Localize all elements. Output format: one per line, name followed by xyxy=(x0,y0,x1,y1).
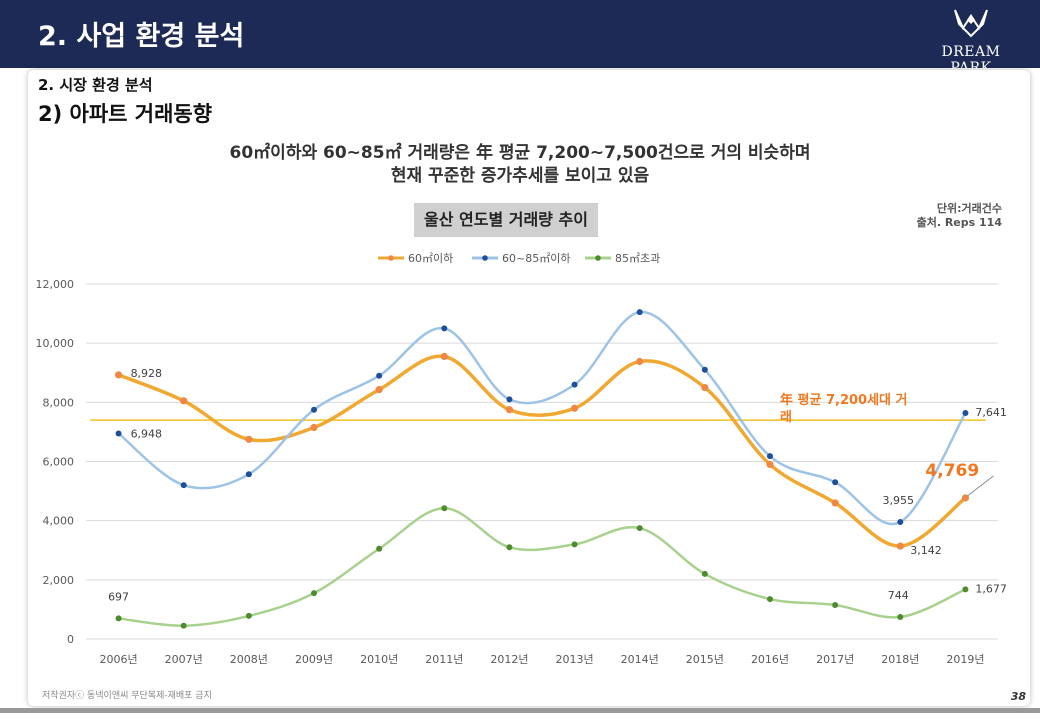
legend-marker xyxy=(595,255,601,261)
data-label: 3,142 xyxy=(910,544,942,557)
data-point xyxy=(245,471,252,478)
reference-line-label: 래 xyxy=(780,410,792,425)
data-point xyxy=(506,544,513,551)
data-point xyxy=(114,371,123,379)
x-tick-label: 2019년 xyxy=(946,653,984,666)
data-point xyxy=(767,596,773,603)
y-tick-label: 2,000 xyxy=(43,574,75,587)
data-point xyxy=(896,542,904,550)
data-point xyxy=(831,499,839,507)
data-label: 744 xyxy=(888,589,909,602)
data-point xyxy=(897,613,904,620)
data-point xyxy=(701,366,708,373)
data-point xyxy=(441,505,448,512)
unit-label: 단위:거래건수 xyxy=(936,202,1002,215)
data-point xyxy=(962,409,969,416)
x-tick-label: 2012년 xyxy=(490,653,528,666)
data-point xyxy=(636,525,643,532)
data-point xyxy=(115,615,122,622)
data-point xyxy=(636,309,643,316)
x-tick-label: 2007년 xyxy=(165,653,203,666)
y-tick-label: 10,000 xyxy=(36,337,75,350)
x-tick-label: 2014년 xyxy=(621,653,659,666)
data-point xyxy=(571,541,578,548)
data-point xyxy=(701,570,708,577)
page-title: 2. 사업 환경 분석 xyxy=(38,21,245,52)
x-tick-label: 2017년 xyxy=(816,653,854,666)
data-label: 697 xyxy=(108,590,129,603)
data-point xyxy=(245,435,253,443)
x-tick-label: 2016년 xyxy=(751,653,789,666)
data-point xyxy=(441,325,448,332)
x-tick-label: 2009년 xyxy=(295,653,333,666)
data-point xyxy=(311,590,317,597)
x-tick-label: 2011년 xyxy=(425,653,463,666)
data-label: 6,948 xyxy=(131,427,163,440)
summary-line-1: 60㎡이하와 60~85㎡ 거래량은 年 평균 7,200~7,500건으로 거… xyxy=(229,143,811,163)
y-tick-label: 4,000 xyxy=(43,515,75,528)
x-tick-label: 2015년 xyxy=(686,653,724,666)
data-point xyxy=(375,386,383,394)
series-line xyxy=(117,506,967,627)
data-point xyxy=(310,423,318,432)
section-title: 2) 아파트 거래동향 xyxy=(38,102,213,126)
data-point xyxy=(376,372,383,379)
series-line xyxy=(116,354,968,548)
data-point xyxy=(505,406,514,414)
data-point xyxy=(180,622,187,629)
data-label: 3,955 xyxy=(883,494,915,507)
data-point xyxy=(311,406,317,413)
x-tick-label: 2008년 xyxy=(230,653,268,666)
data-point xyxy=(570,404,579,412)
bottom-bar xyxy=(0,708,1040,713)
data-point xyxy=(376,545,383,552)
legend-label: 60㎡이하 xyxy=(408,251,453,265)
source-label: 출처. Reps 114 xyxy=(916,216,1002,229)
data-point xyxy=(180,397,188,405)
data-point xyxy=(115,430,122,437)
data-point xyxy=(962,586,969,593)
data-point xyxy=(180,482,187,489)
data-label: 7,641 xyxy=(975,406,1007,419)
copyright-note: 저작권자ⓒ 동넥이앤씨 무단복제-재배포 금지 xyxy=(42,691,212,701)
data-point xyxy=(832,479,839,486)
data-point xyxy=(897,518,904,525)
x-tick-label: 2010년 xyxy=(360,653,398,666)
legend-label: 85㎡초과 xyxy=(615,252,660,265)
content-card xyxy=(28,70,1030,706)
reference-line-label: 年 평균 7,200세대 거 xyxy=(780,392,908,408)
series-line xyxy=(117,310,967,526)
data-point xyxy=(961,494,970,502)
y-tick-label: 0 xyxy=(67,633,74,646)
data-point xyxy=(506,396,513,403)
x-tick-label: 2018년 xyxy=(881,653,919,666)
data-point xyxy=(245,612,252,619)
data-label-leader xyxy=(967,475,994,497)
legend-marker xyxy=(388,255,394,261)
legend-marker xyxy=(482,255,488,261)
data-point xyxy=(571,381,578,388)
data-point xyxy=(832,601,839,608)
y-tick-label: 6,000 xyxy=(43,456,75,469)
data-point xyxy=(440,352,448,361)
summary-line-2: 현재 꾸준한 증가추세를 보이고 있음 xyxy=(390,166,650,186)
chart-title: 울산 연도별 거래량 추이 xyxy=(414,203,598,237)
y-tick-label: 12,000 xyxy=(36,278,75,291)
data-label: 1,677 xyxy=(975,582,1007,595)
x-tick-label: 2013년 xyxy=(556,653,594,666)
page-number: 38 xyxy=(1010,690,1026,703)
data-point xyxy=(701,383,709,392)
data-label: 8,928 xyxy=(131,367,163,380)
data-point xyxy=(766,460,774,469)
data-point xyxy=(767,453,773,460)
legend-label: 60~85㎡이하 xyxy=(502,251,570,265)
y-tick-label: 8,000 xyxy=(43,396,75,409)
data-point xyxy=(636,357,644,366)
x-tick-label: 2006년 xyxy=(100,653,138,666)
dream-park-logo-icon xyxy=(954,9,988,38)
data-label: 4,769 xyxy=(925,461,979,481)
subtitle: 2. 시장 환경 분석 xyxy=(38,76,153,94)
